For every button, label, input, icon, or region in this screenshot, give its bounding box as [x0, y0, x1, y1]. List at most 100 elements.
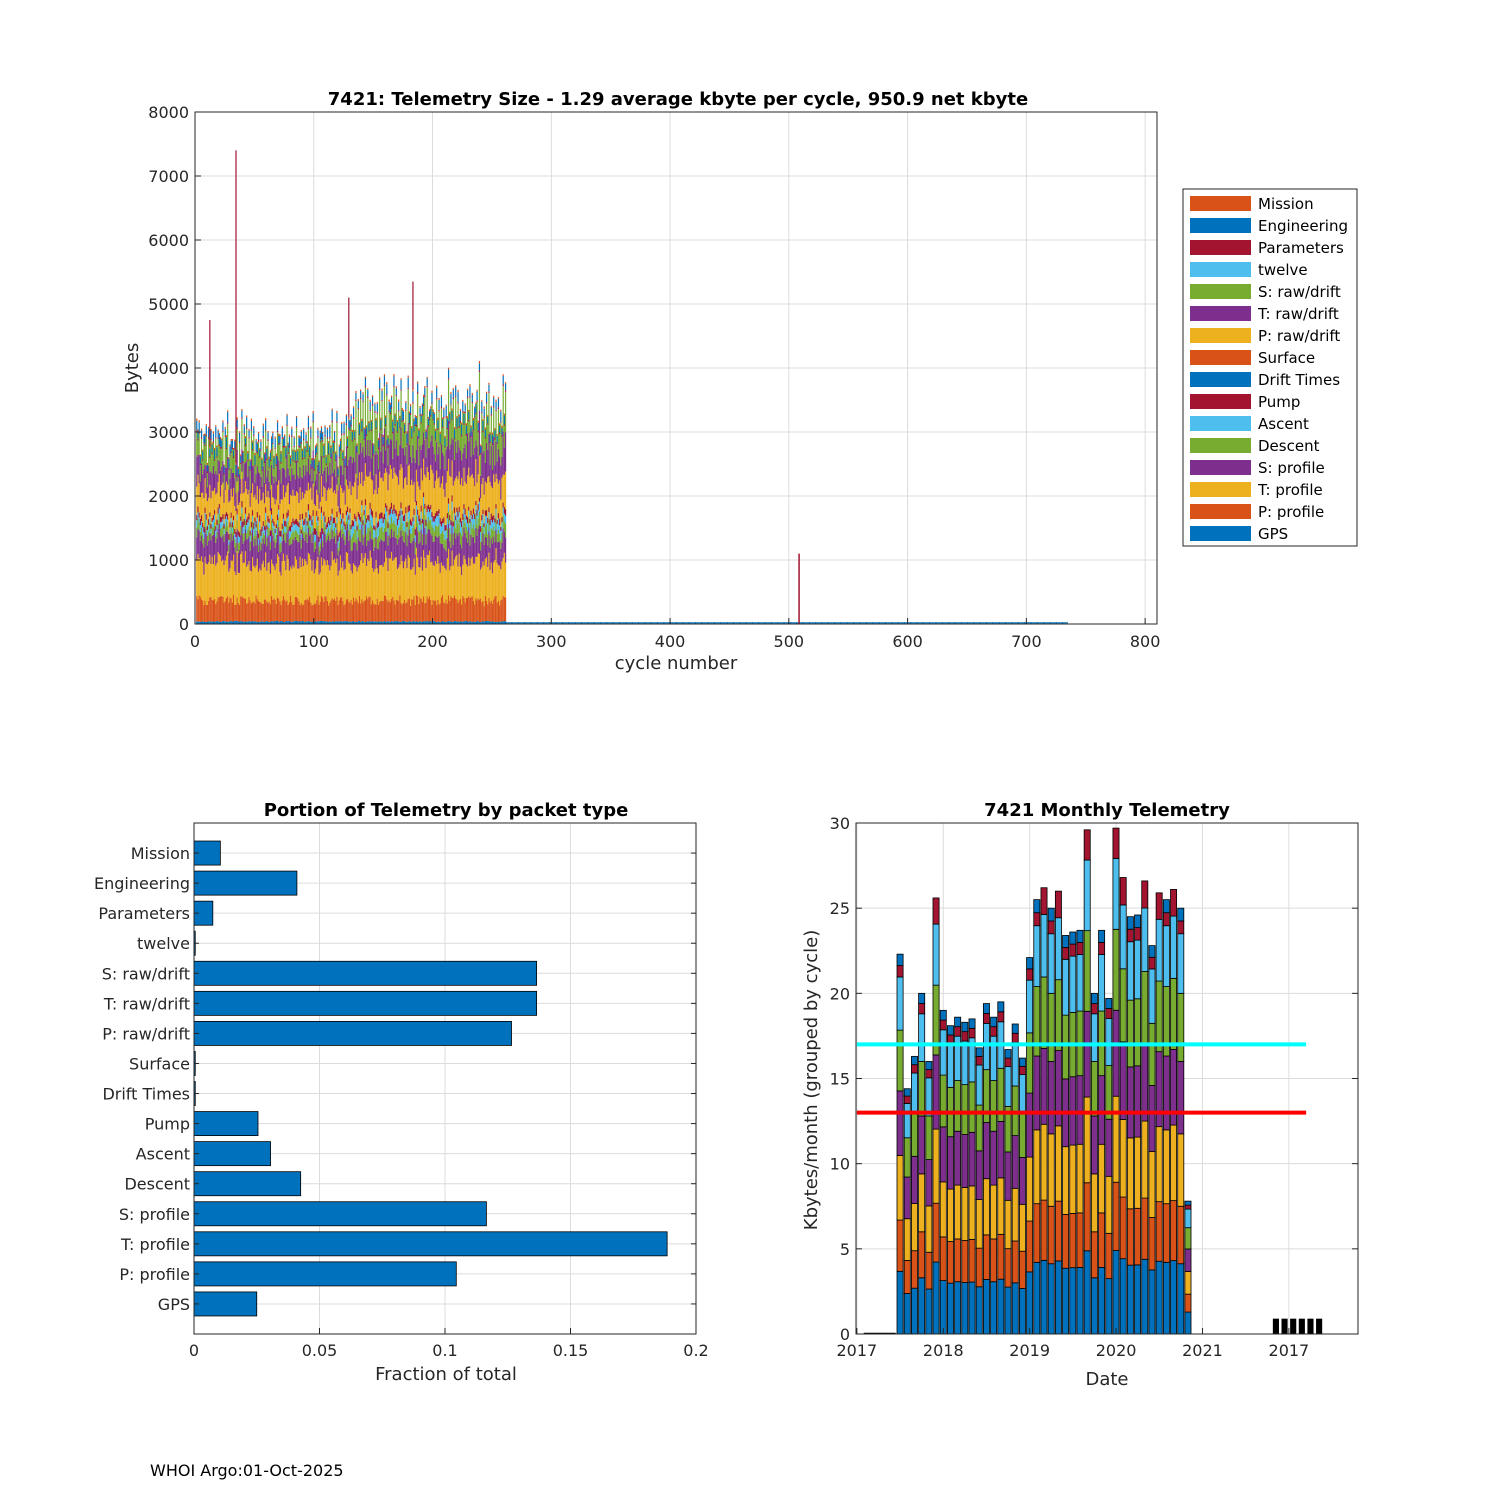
inactive-cycle-bar — [914, 622, 916, 624]
segment — [462, 412, 464, 454]
segment — [306, 621, 308, 624]
segment — [385, 503, 387, 508]
cycle-stack-103 — [317, 427, 319, 624]
segment — [288, 447, 291, 476]
segment — [206, 526, 209, 531]
segment — [446, 418, 448, 428]
segment — [259, 456, 261, 459]
segment — [386, 395, 388, 441]
segment — [494, 621, 496, 624]
cycle-stack-71 — [279, 434, 281, 624]
segment — [385, 518, 387, 532]
segment — [254, 517, 256, 522]
segment — [318, 542, 320, 548]
segment — [280, 621, 282, 624]
segment — [290, 525, 292, 532]
segment — [476, 391, 478, 401]
segment — [371, 600, 374, 622]
segment — [428, 420, 431, 448]
segment — [235, 575, 237, 605]
inactive-cycle-bar — [761, 622, 763, 624]
segment — [383, 513, 386, 520]
segment — [229, 454, 231, 456]
segment — [269, 452, 272, 460]
inactive-cycle-bar — [1063, 622, 1065, 624]
segment — [413, 432, 415, 459]
segment — [320, 428, 323, 438]
segment — [198, 512, 200, 518]
segment — [234, 533, 236, 539]
inactive-cycle-bar — [695, 622, 697, 624]
inactive-cycle-bar — [968, 622, 970, 624]
segment — [203, 538, 205, 548]
segment — [368, 431, 370, 456]
segment — [503, 531, 505, 553]
inactive-cycle-bar — [889, 622, 891, 624]
segment — [465, 423, 467, 426]
segment — [288, 436, 291, 446]
segment — [361, 512, 363, 525]
inactive-cycle-bar — [648, 622, 650, 624]
cycle-stack-144 — [366, 425, 368, 624]
inactive-cycle-bar — [624, 622, 626, 624]
segment — [371, 539, 374, 569]
segment — [303, 428, 305, 430]
segment — [292, 604, 294, 622]
segment — [487, 534, 489, 546]
segment — [268, 601, 270, 622]
segment — [474, 416, 476, 418]
segment — [299, 467, 301, 488]
segment — [488, 552, 490, 599]
cycle-stack-256 — [499, 423, 501, 624]
segment — [461, 575, 463, 605]
segment — [318, 462, 320, 472]
segment — [240, 479, 242, 494]
segment — [457, 516, 459, 525]
segment — [336, 621, 338, 624]
cycle-stack-33 — [234, 439, 236, 624]
segment — [268, 535, 270, 563]
segment — [309, 596, 311, 622]
segment — [383, 562, 386, 596]
segment — [385, 417, 387, 425]
segment — [288, 434, 291, 437]
segment — [324, 425, 326, 427]
segment — [356, 621, 358, 624]
segment — [300, 567, 302, 603]
segment — [248, 620, 250, 624]
cycle-stack-22 — [221, 438, 223, 624]
segment — [442, 621, 444, 624]
segment — [319, 543, 321, 552]
segment — [413, 458, 415, 483]
segment — [305, 534, 307, 562]
segment — [326, 539, 329, 561]
segment — [489, 547, 491, 571]
segment — [276, 620, 279, 624]
inactive-cycle-bar — [740, 622, 742, 624]
segment — [363, 438, 365, 441]
segment — [452, 533, 454, 545]
segment — [335, 523, 337, 528]
segment — [487, 423, 489, 425]
segment — [491, 434, 494, 444]
segment — [319, 501, 321, 532]
inactive-cycle-bar — [876, 622, 878, 624]
segment — [485, 403, 488, 443]
segment — [362, 602, 364, 622]
inactive-cycle-bar — [1009, 622, 1011, 624]
segment — [248, 596, 250, 621]
segment — [409, 415, 412, 457]
segment — [360, 621, 362, 624]
segment — [240, 525, 242, 536]
cycle-stack-36 — [237, 466, 239, 624]
segment — [430, 505, 432, 510]
segment — [209, 516, 211, 523]
inactive-cycle-bar — [803, 622, 805, 624]
segment — [329, 462, 331, 490]
cycle-stack-137 — [357, 399, 359, 624]
inactive-cycle-bar — [780, 622, 782, 624]
cycle-stack-87 — [298, 435, 300, 624]
segment — [349, 564, 351, 603]
segment — [342, 600, 344, 622]
cycle-stack-260 — [503, 413, 505, 624]
